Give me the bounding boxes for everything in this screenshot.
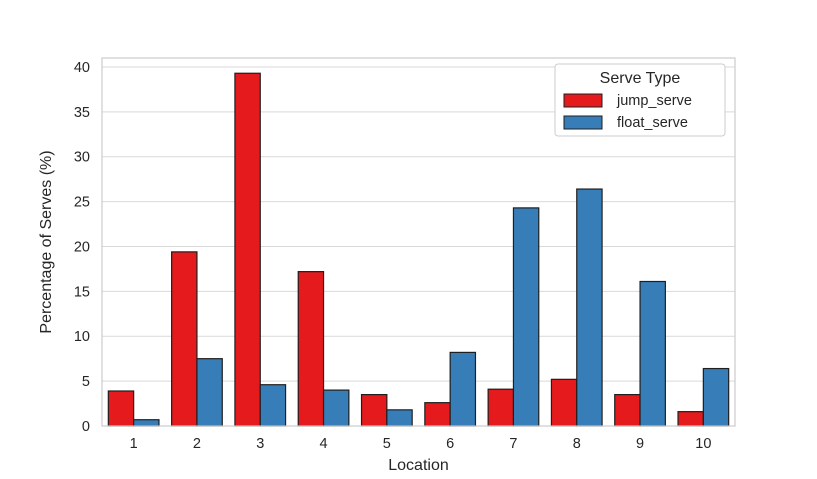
bar-float_serve-8 [576, 188, 603, 427]
bar-jump_serve-6 [424, 402, 451, 427]
plot-frame [101, 57, 736, 427]
y-tick-label: 40 [74, 60, 90, 76]
x-tick-label: 10 [695, 436, 711, 452]
bar-float_serve-3 [259, 384, 287, 427]
bar-float_serve-4 [322, 389, 350, 427]
legend-label-float_serve: float_serve [617, 115, 688, 131]
bar-float_serve-7 [512, 207, 540, 427]
y-tick-label: 10 [74, 329, 90, 345]
legend-swatch-jump_serve [563, 93, 603, 108]
x-tick-label: 8 [573, 436, 581, 452]
bar-jump_serve-4 [297, 271, 325, 427]
x-tick-label: 5 [383, 436, 391, 452]
bar-float_serve-1 [133, 419, 160, 427]
bar-float_serve-9 [639, 280, 666, 427]
x-tick-label: 1 [130, 436, 138, 452]
x-tick-label: 3 [256, 436, 264, 452]
bar-float_serve-10 [702, 367, 730, 427]
y-tick-label: 30 [74, 150, 90, 166]
x-tick-label: 4 [320, 436, 328, 452]
bar-jump_serve-10 [677, 411, 704, 427]
x-axis-title: Location [388, 457, 449, 474]
bar-float_serve-2 [196, 358, 223, 427]
x-tick-label: 2 [193, 436, 201, 452]
bar-jump_serve-8 [550, 378, 578, 427]
bar-jump_serve-3 [234, 72, 261, 427]
bars [107, 72, 730, 427]
y-tick-label: 0 [82, 419, 90, 435]
legend-items: jump_serve float_serve [563, 93, 692, 131]
legend-label-jump_serve: jump_serve [616, 93, 692, 109]
x-tick-label: 7 [509, 436, 517, 452]
x-tick-label: 6 [446, 436, 454, 452]
bar-float_serve-6 [449, 351, 477, 427]
bar-float_serve-5 [386, 409, 413, 427]
legend-swatch-float_serve [563, 115, 603, 130]
y-axis-title: Percentage of Serves (%) [38, 150, 55, 333]
y-tick-label: 35 [74, 105, 90, 121]
y-tick-label: 25 [74, 195, 90, 211]
legend-title: Serve Type [600, 70, 681, 87]
x-tick-label: 9 [636, 436, 644, 452]
bar-jump_serve-5 [360, 393, 388, 427]
y-tick-label: 5 [82, 374, 90, 390]
x-tick-labels: 1 2 3 4 5 6 7 8 9 10 [130, 436, 712, 452]
bar-jump_serve-1 [107, 390, 135, 427]
y-tick-label: 20 [74, 239, 90, 255]
bar-jump_serve-9 [614, 393, 641, 427]
bar-jump_serve-2 [171, 251, 198, 427]
legend: Serve Type jump_serve float_serve [554, 63, 726, 137]
y-tick-labels: 0 5 10 15 20 25 30 35 40 [74, 60, 90, 435]
bar-jump_serve-7 [487, 388, 515, 427]
y-tick-label: 15 [74, 284, 90, 300]
